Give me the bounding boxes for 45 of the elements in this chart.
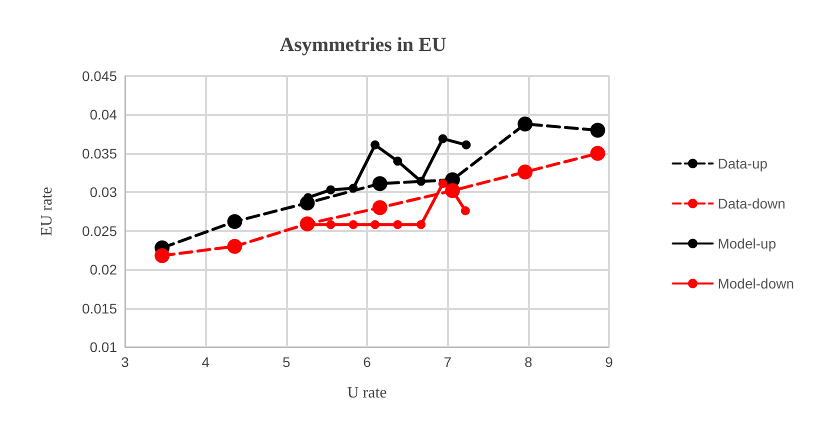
point [518, 164, 533, 180]
point [590, 122, 606, 138]
point [227, 214, 242, 230]
point [518, 116, 533, 132]
point [460, 206, 470, 216]
legend-label: Model-up [718, 236, 776, 252]
y-tick-label: 0.035 [82, 145, 118, 162]
x-axis-title: U rate [347, 384, 387, 402]
x-tick-label: 7 [444, 354, 452, 370]
point [227, 238, 242, 254]
y-tick-label: 0.025 [82, 222, 118, 239]
point [372, 176, 388, 192]
point [372, 200, 388, 216]
point [416, 176, 426, 186]
legend-label: Data-up [718, 156, 768, 172]
y-tick-label: 0.01 [90, 339, 118, 355]
chart-title: Asymmetries in EU [280, 34, 446, 56]
y-tick-label: 0.02 [90, 262, 118, 278]
point [590, 146, 606, 161]
x-tick-label: 8 [524, 354, 532, 370]
point [154, 248, 170, 264]
point [462, 140, 471, 150]
y-tick-label: 0.04 [90, 106, 118, 123]
legend-label: Model-down [718, 276, 794, 292]
x-tick-label: 6 [363, 354, 372, 370]
y-tick-label: 0.045 [82, 68, 118, 84]
x-tick-label: 4 [202, 354, 210, 370]
x-tick-label: 5 [282, 354, 290, 370]
point [326, 220, 336, 230]
x-tick-label: 9 [605, 354, 614, 370]
point [438, 179, 448, 188]
y-tick-label: 0.03 [90, 184, 118, 200]
point [438, 134, 448, 144]
point [326, 185, 336, 194]
point [370, 140, 380, 150]
point [348, 220, 358, 230]
point [370, 220, 380, 230]
point [393, 156, 402, 166]
point [393, 220, 402, 230]
x-tick-label: 3 [121, 354, 130, 370]
y-tick-label: 0.015 [82, 300, 118, 316]
y-axis-title: EU rate [38, 186, 56, 236]
point [348, 184, 358, 193]
point [416, 220, 426, 230]
legend-label: Data-down [718, 196, 786, 212]
